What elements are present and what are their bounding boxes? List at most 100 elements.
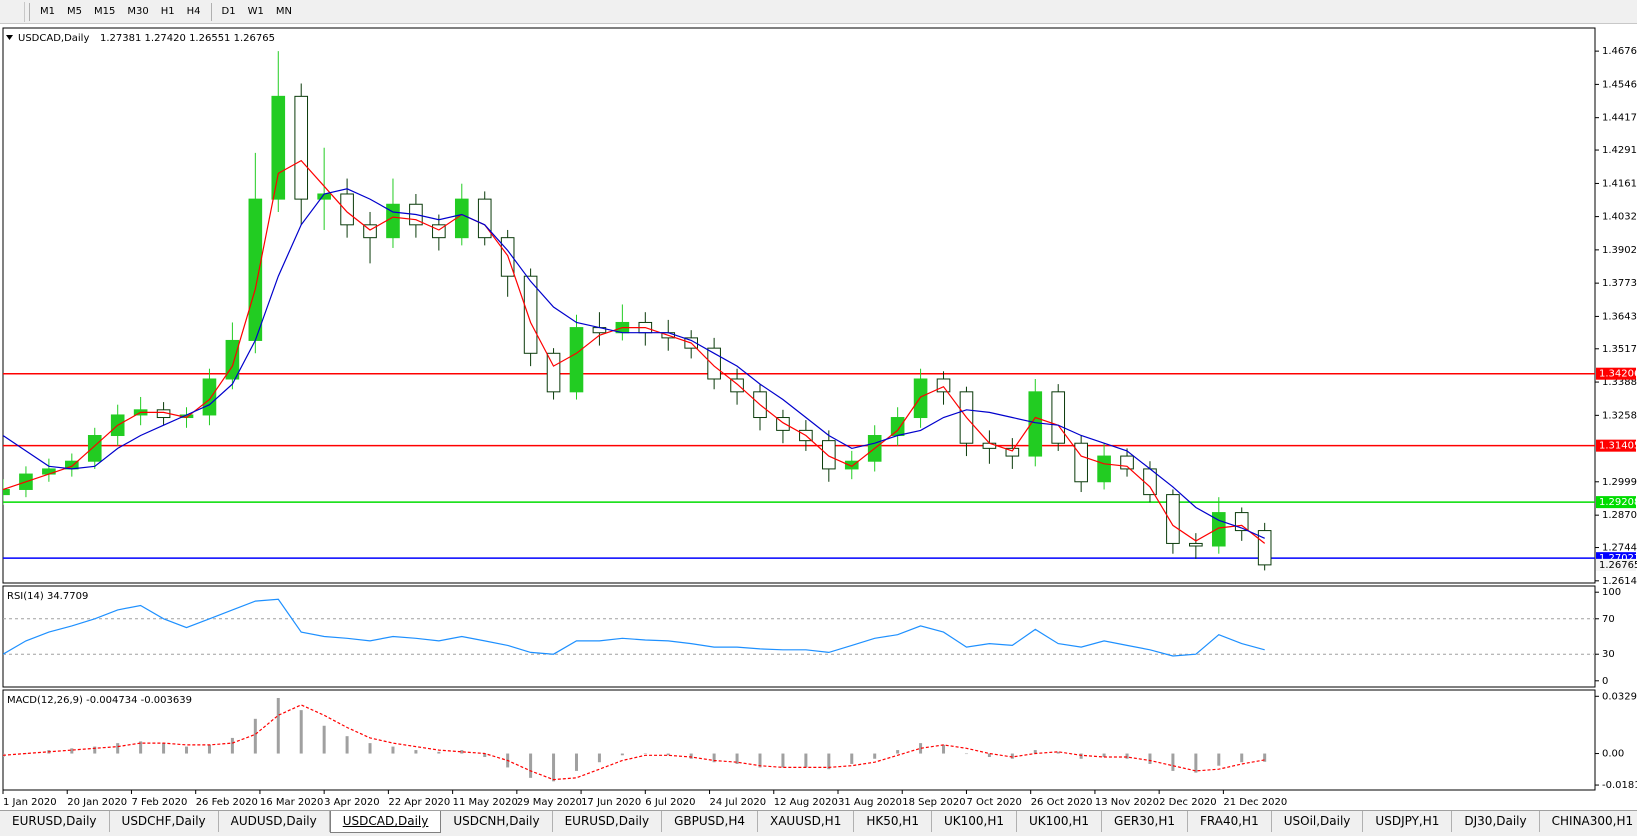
x-tick-label: 2 Dec 2020 xyxy=(1159,797,1217,808)
candle-body xyxy=(1190,543,1203,546)
x-tick-label: 7 Feb 2020 xyxy=(131,797,187,808)
macd-bar xyxy=(873,754,876,759)
y-tick-label: 1.46760 xyxy=(1602,46,1637,57)
timeframe-button[interactable]: H4 xyxy=(181,3,207,20)
timeframe-button[interactable]: M30 xyxy=(121,3,154,20)
x-tick-label: 26 Feb 2020 xyxy=(196,797,258,808)
chart-tab[interactable]: GER30,H1 xyxy=(1102,811,1188,832)
candle-body xyxy=(295,96,308,199)
candle-body xyxy=(478,199,491,238)
y-tick-label: 1.41610 xyxy=(1602,178,1637,189)
macd-bar xyxy=(391,747,394,754)
x-tick-label: 29 May 2020 xyxy=(517,797,582,808)
background xyxy=(0,24,1637,810)
chart-tab[interactable]: USDCHF,Daily xyxy=(110,811,219,832)
macd-bar xyxy=(1080,754,1083,759)
macd-bar xyxy=(1217,754,1220,766)
timeframe-button[interactable]: W1 xyxy=(242,3,270,20)
macd-bar xyxy=(942,745,945,754)
y-tick-label: 70 xyxy=(1602,614,1615,625)
chart-tab[interactable]: USDJPY,H1 xyxy=(1363,811,1452,832)
y-tick-label: 1.27440 xyxy=(1602,543,1637,554)
macd-bar xyxy=(804,754,807,768)
timeframe-button[interactable]: M5 xyxy=(61,3,88,20)
timeframe-button[interactable]: M1 xyxy=(34,3,61,20)
macd-bar xyxy=(437,752,440,754)
candle-body xyxy=(891,418,904,436)
level-label: 1.29208 xyxy=(1599,497,1637,508)
macd-bar xyxy=(552,754,555,782)
chart-tab[interactable]: FRA40,H1 xyxy=(1188,811,1272,832)
y-tick-label: 1.40320 xyxy=(1602,212,1637,223)
y-tick-label: 1.32585 xyxy=(1602,410,1637,421)
x-tick-label: 21 Dec 2020 xyxy=(1223,797,1287,808)
x-tick-label: 6 Jul 2020 xyxy=(645,797,695,808)
x-tick-label: 17 Jun 2020 xyxy=(581,797,641,808)
panel-title: MACD(12,26,9) -0.004734 -0.003639 xyxy=(7,695,192,706)
chart-tab[interactable]: EURUSD,Daily xyxy=(553,811,663,832)
y-tick-label: 1.29999 xyxy=(1602,477,1637,488)
candle-body xyxy=(1098,456,1111,482)
macd-bar xyxy=(896,750,899,753)
chart-tab[interactable]: UK100,H1 xyxy=(1017,811,1102,832)
timeframe-button[interactable]: D1 xyxy=(216,3,242,20)
x-tick-label: 16 Mar 2020 xyxy=(260,797,323,808)
y-tick-label: -0.01815 xyxy=(1602,780,1637,791)
x-tick-label: 20 Jan 2020 xyxy=(67,797,127,808)
chart-tab[interactable]: EURUSD,Daily xyxy=(0,811,110,832)
chart-tab[interactable]: HK50,H1 xyxy=(854,811,932,832)
timeframe-button[interactable]: M15 xyxy=(88,3,121,20)
x-tick-label: 22 Apr 2020 xyxy=(388,797,450,808)
x-tick-label: 31 Aug 2020 xyxy=(838,797,902,808)
macd-bar xyxy=(300,710,303,753)
panel-title: USDCAD,Daily xyxy=(18,33,89,44)
chart-tab[interactable]: XAUUSD,H1 xyxy=(758,811,854,832)
macd-bar xyxy=(1240,754,1243,763)
x-tick-label: 12 Aug 2020 xyxy=(774,797,838,808)
candle-body xyxy=(914,379,927,418)
chart-tab[interactable]: AUDUSD,Daily xyxy=(219,811,330,832)
timeframe-button[interactable]: H1 xyxy=(155,3,181,20)
tool-button[interactable] xyxy=(2,2,25,22)
y-tick-label: 0.00 xyxy=(1602,749,1624,760)
macd-bar xyxy=(414,750,417,753)
macd-bar xyxy=(93,747,96,754)
x-tick-label: 3 Apr 2020 xyxy=(324,797,379,808)
candle-body xyxy=(203,379,216,415)
chart-tab[interactable]: CHINA300,H1 xyxy=(1540,811,1637,832)
candle-body xyxy=(272,96,285,199)
x-tick-label: 7 Oct 2020 xyxy=(966,797,1021,808)
candle-body xyxy=(937,379,950,392)
y-tick-label: 0 xyxy=(1602,676,1608,687)
macd-bar xyxy=(621,754,624,756)
chart-tab[interactable]: USDCAD,Daily xyxy=(330,811,442,833)
macd-bar xyxy=(781,754,784,768)
level-label: 1.31405 xyxy=(1599,441,1637,452)
chart-tab[interactable]: USDCNH,Daily xyxy=(441,811,552,832)
macd-bar xyxy=(346,736,349,753)
y-tick-label: 1.35175 xyxy=(1602,344,1637,355)
chart-tab[interactable]: DJ30,Daily xyxy=(1452,811,1539,832)
chart-tab[interactable]: USOil,Daily xyxy=(1272,811,1364,832)
macd-bar xyxy=(690,754,693,759)
chart-tab[interactable]: GBPUSD,H4 xyxy=(662,811,758,832)
y-tick-label: 1.45465 xyxy=(1602,79,1637,90)
chart-tab[interactable]: UK100,H1 xyxy=(932,811,1017,832)
macd-bar xyxy=(965,754,968,755)
y-tick-label: 1.42910 xyxy=(1602,145,1637,156)
candle-body xyxy=(983,443,996,448)
panel-title: RSI(14) 34.7709 xyxy=(7,591,88,602)
separator xyxy=(29,3,30,21)
y-tick-label: 1.37730 xyxy=(1602,278,1637,289)
macd-bar xyxy=(231,738,234,754)
macd-bar xyxy=(254,719,257,754)
macd-bar xyxy=(162,743,165,753)
candle-body xyxy=(570,328,583,392)
macd-bar xyxy=(1171,754,1174,771)
separator xyxy=(211,3,212,21)
timeframe-button[interactable]: MN xyxy=(270,3,298,20)
macd-bar xyxy=(598,754,601,763)
y-tick-label: 1.26145 xyxy=(1602,576,1637,587)
